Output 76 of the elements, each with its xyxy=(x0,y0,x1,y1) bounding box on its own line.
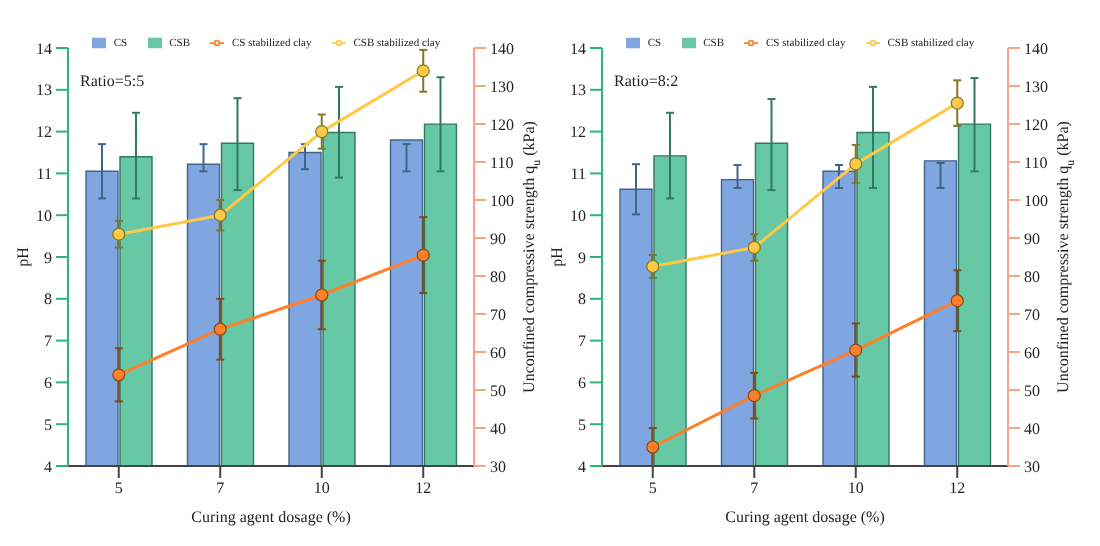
point xyxy=(646,440,660,454)
point xyxy=(416,64,430,78)
y2-tick-label: 90 xyxy=(490,229,506,248)
point xyxy=(950,294,964,308)
y-tick-label: 10 xyxy=(36,206,52,225)
y-tick-label: 6 xyxy=(44,374,52,393)
y-axis-title: pH xyxy=(548,246,566,267)
annotation: Ratio=8:2 xyxy=(614,72,679,90)
point xyxy=(112,368,126,382)
y-tick-label: 4 xyxy=(44,457,52,476)
point xyxy=(112,227,126,241)
y2-tick-label: 100 xyxy=(1024,191,1048,210)
y-tick-label: 5 xyxy=(44,415,52,434)
point xyxy=(747,389,761,403)
y-tick-label: 7 xyxy=(578,332,586,351)
y-tick-label: 4 xyxy=(578,457,586,476)
y-tick-label: 13 xyxy=(36,81,52,100)
y2-tick-label: 120 xyxy=(1024,115,1048,134)
x-tick-label: 12 xyxy=(415,479,432,498)
y2-tick-label: 90 xyxy=(1024,229,1040,248)
y2-tick-label: 110 xyxy=(1024,153,1048,172)
y2-tick-label: 140 xyxy=(490,39,514,58)
y2-tick-label: 130 xyxy=(490,77,514,96)
x-axis-title: Curing agent dosage (%) xyxy=(191,508,352,526)
point xyxy=(416,248,430,262)
y2-tick-label: 120 xyxy=(490,115,514,134)
point xyxy=(849,343,863,357)
y-tick-label: 8 xyxy=(578,290,586,309)
x-tick-label: 10 xyxy=(313,479,330,498)
y-tick-label: 9 xyxy=(578,248,586,267)
y-axis-title: pH xyxy=(14,246,32,267)
point xyxy=(315,125,329,139)
x-tick-label: 5 xyxy=(648,479,657,498)
y-tick-label: 12 xyxy=(36,123,52,142)
x-tick-label: 10 xyxy=(847,479,864,498)
y-tick-label: 14 xyxy=(570,39,586,58)
y-tick-label: 11 xyxy=(36,165,52,184)
point xyxy=(950,96,964,110)
y2-tick-label: 60 xyxy=(490,343,506,362)
x-tick-label: 5 xyxy=(114,479,123,498)
y-tick-label: 13 xyxy=(570,81,586,100)
y2-tick-label: 100 xyxy=(490,191,514,210)
y2-tick-label: 70 xyxy=(1024,305,1040,324)
y2-tick-label: 30 xyxy=(490,457,506,476)
y2-tick-label: 50 xyxy=(1024,381,1040,400)
y2-tick-label: 80 xyxy=(490,267,506,286)
point xyxy=(213,208,227,222)
x-axis-title: Curing agent dosage (%) xyxy=(725,508,886,526)
y-tick-label: 7 xyxy=(44,332,52,351)
annotation: Ratio=5:5 xyxy=(80,72,145,90)
y2-tick-label: 60 xyxy=(1024,343,1040,362)
point xyxy=(849,157,863,171)
point xyxy=(646,259,660,274)
point xyxy=(213,322,227,336)
y2-tick-label: 30 xyxy=(1024,457,1040,476)
y2-tick-label: 50 xyxy=(490,381,506,400)
y2-tick-label: 40 xyxy=(490,419,506,438)
y-tick-label: 5 xyxy=(578,415,586,434)
x-tick-label: 7 xyxy=(750,479,759,498)
y-tick-label: 10 xyxy=(570,206,586,225)
x-tick-label: 7 xyxy=(216,479,225,498)
point xyxy=(747,240,761,255)
y2-tick-label: 140 xyxy=(1024,39,1048,58)
x-tick-label: 12 xyxy=(949,479,966,498)
y-tick-label: 14 xyxy=(36,39,52,58)
y-tick-label: 9 xyxy=(44,248,52,267)
y-tick-label: 6 xyxy=(578,374,586,393)
y2-tick-label: 110 xyxy=(490,153,514,172)
y2-tick-label: 80 xyxy=(1024,267,1040,286)
y2-tick-label: 130 xyxy=(1024,77,1048,96)
y-tick-label: 11 xyxy=(570,165,586,184)
y2-tick-label: 40 xyxy=(1024,419,1040,438)
y-tick-label: 12 xyxy=(570,123,586,142)
y2-tick-label: 70 xyxy=(490,305,506,324)
point xyxy=(315,288,329,302)
y-tick-label: 8 xyxy=(44,290,52,309)
